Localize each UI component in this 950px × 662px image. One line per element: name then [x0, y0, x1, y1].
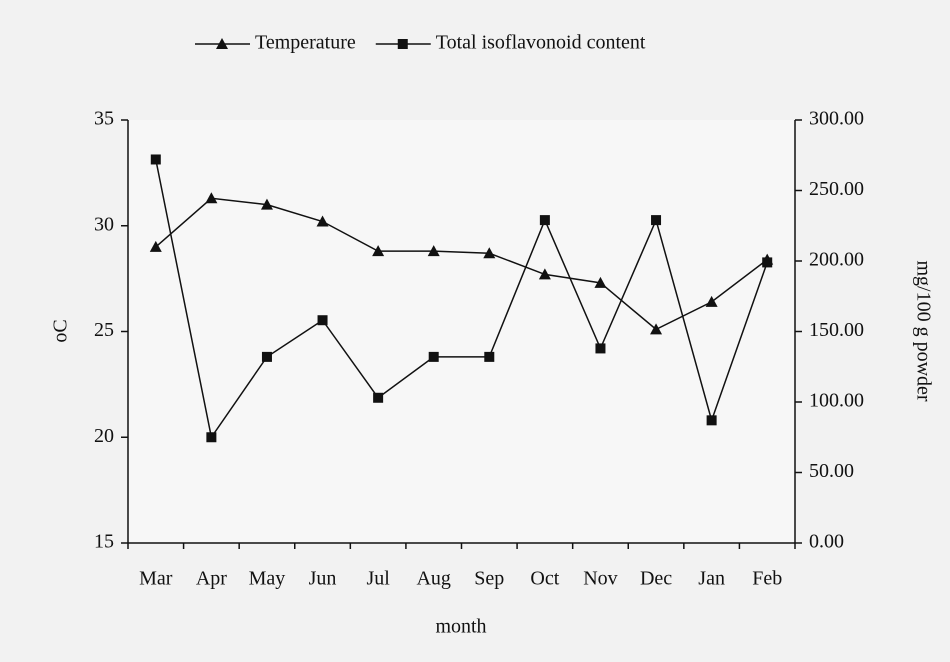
point [484, 351, 495, 362]
y2-tick-label: 250.00 [809, 178, 864, 200]
point [650, 323, 663, 335]
y-tick-label: 35 [94, 108, 114, 130]
y-tick-label: 30 [94, 213, 114, 235]
y2-tick-label: 150.00 [809, 319, 864, 341]
plot-area [128, 120, 795, 543]
y2-tick-label: 50.00 [809, 460, 854, 482]
y-tick-label: 20 [94, 425, 114, 447]
y2-tick-label: 300.00 [809, 108, 864, 130]
point [372, 245, 385, 257]
point [705, 295, 718, 307]
x-tick-label: Oct [530, 568, 559, 590]
y2-tick-label: 200.00 [809, 249, 864, 271]
point [706, 415, 717, 426]
series-line [155, 197, 768, 331]
x-tick-label: Jan [698, 568, 725, 590]
point [206, 432, 217, 443]
point [317, 315, 328, 326]
x-tick-label: May [249, 568, 286, 590]
x-tick-label: Jun [309, 568, 337, 590]
x-tick-label: Aug [416, 568, 450, 590]
point [149, 240, 162, 252]
x-tick-label: Dec [640, 568, 672, 590]
point [538, 268, 551, 280]
x-tick-label: Feb [752, 568, 782, 590]
y-axis-label: oC [50, 319, 72, 342]
y2-tick-label: 0.00 [809, 531, 844, 553]
x-tick-label: Mar [139, 568, 173, 590]
point [595, 343, 606, 354]
x-axis-label: month [435, 616, 486, 638]
point [428, 351, 439, 362]
point [539, 215, 550, 226]
y2-tick-label: 100.00 [809, 390, 864, 412]
series-line [155, 159, 768, 440]
x-tick-label: Apr [196, 568, 227, 590]
y2-axis-label: mg/100 g powder [912, 260, 934, 401]
x-tick-label: Jul [366, 568, 390, 590]
point [373, 392, 384, 403]
legend-marker [216, 38, 228, 49]
point [316, 215, 329, 227]
point [150, 154, 161, 165]
y-tick-label: 15 [94, 531, 114, 553]
point [594, 276, 607, 288]
point [483, 247, 496, 259]
y-tick-label: 25 [94, 319, 114, 341]
x-tick-label: Sep [474, 568, 504, 590]
point [261, 351, 272, 362]
point [427, 245, 440, 257]
point [762, 257, 773, 268]
x-tick-label: Nov [583, 568, 617, 590]
legend-marker [397, 39, 408, 49]
legend-label: Temperature [255, 32, 356, 54]
point [260, 198, 273, 210]
point [205, 192, 218, 204]
point [651, 215, 662, 226]
legend-label: Total isoflavonoid content [436, 32, 646, 54]
